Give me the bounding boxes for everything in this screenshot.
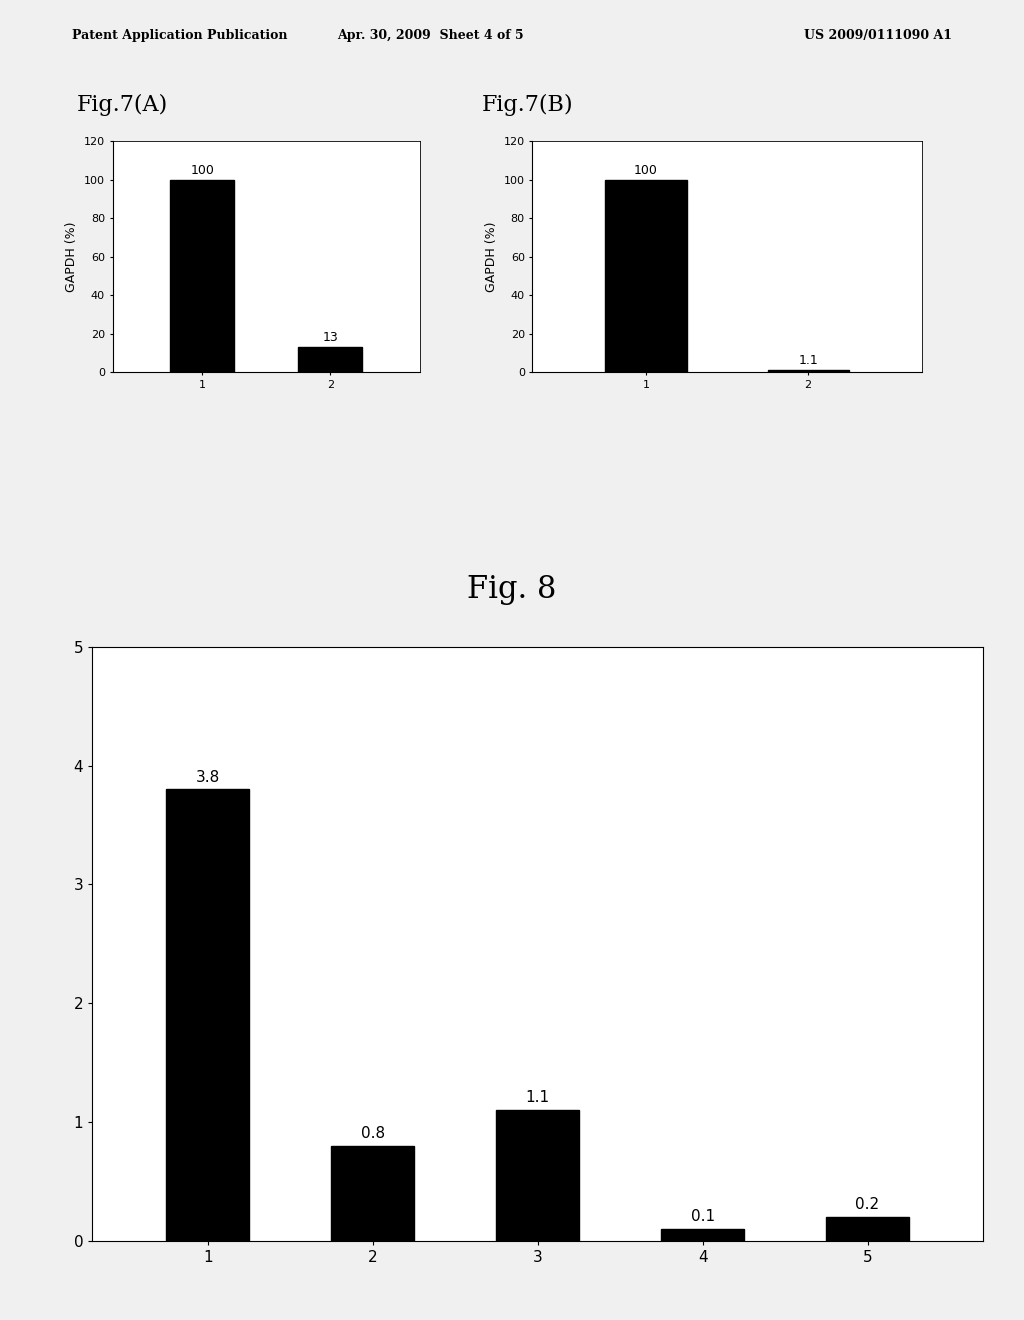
Bar	[605, 180, 686, 372]
Bar	[826, 1217, 909, 1241]
Bar	[497, 1110, 579, 1241]
Y-axis label: GAPDH (%): GAPDH (%)	[66, 222, 78, 292]
Text: 0.8: 0.8	[360, 1126, 385, 1140]
Text: Apr. 30, 2009  Sheet 4 of 5: Apr. 30, 2009 Sheet 4 of 5	[337, 29, 523, 42]
Text: 3.8: 3.8	[196, 770, 220, 784]
Text: Patent Application Publication: Patent Application Publication	[72, 29, 287, 42]
Text: Fig.7(A): Fig.7(A)	[77, 94, 168, 116]
Bar	[332, 1146, 414, 1241]
Text: Fig.7(B): Fig.7(B)	[481, 94, 572, 116]
Text: 1.1: 1.1	[799, 354, 818, 367]
Bar	[298, 347, 362, 372]
Text: 1.1: 1.1	[525, 1090, 550, 1105]
Text: 0.2: 0.2	[855, 1197, 880, 1212]
Bar	[662, 1229, 743, 1241]
Text: 100: 100	[634, 164, 657, 177]
Bar	[170, 180, 234, 372]
Text: 13: 13	[323, 331, 338, 345]
Y-axis label: GAPDH (%): GAPDH (%)	[485, 222, 498, 292]
Text: 100: 100	[190, 164, 214, 177]
Bar	[768, 370, 849, 372]
Text: US 2009/0111090 A1: US 2009/0111090 A1	[804, 29, 952, 42]
Bar	[166, 789, 249, 1241]
Text: 0.1: 0.1	[690, 1209, 715, 1224]
Text: Fig. 8: Fig. 8	[467, 574, 557, 605]
